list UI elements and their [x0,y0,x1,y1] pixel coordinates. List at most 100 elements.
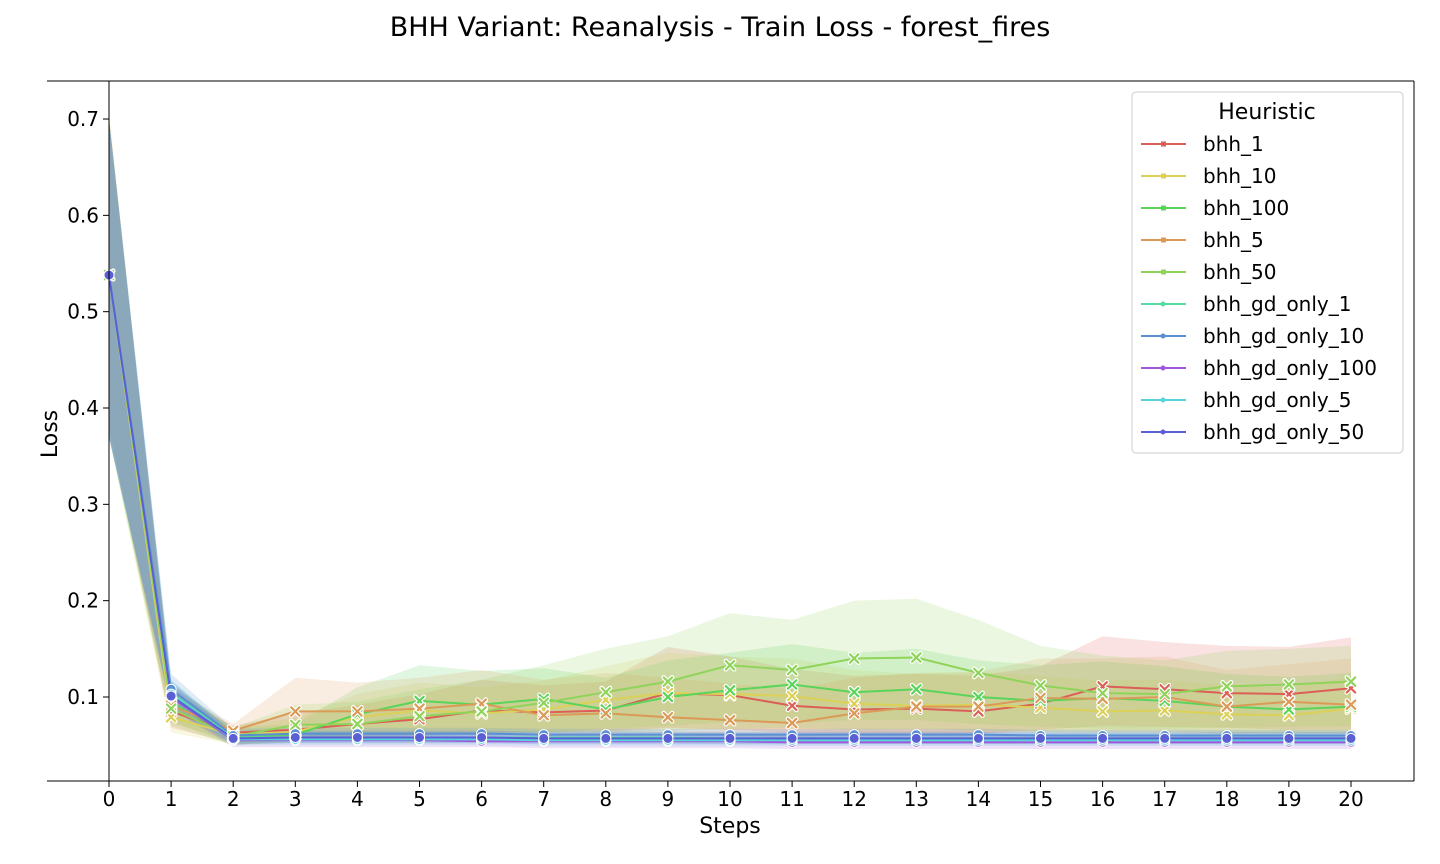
data-point-mark-bhh_5 [1283,696,1295,708]
data-point-mark-bhh_50 [476,706,487,717]
data-point-mark-bhh_5 [352,706,363,717]
legend-label: bhh_gd_only_10 [1203,324,1364,348]
data-point-bhh_gd_only_50 [786,732,798,744]
data-point-mark-bhh_50 [724,659,736,671]
y-tick-label: 0.3 [67,492,99,516]
data-point-bhh_gd_only_50 [1035,732,1046,744]
x-tick-label: 20 [1338,787,1363,811]
data-point-mark-bhh_50 [1159,688,1170,700]
confidence-band-bhh_50 [109,119,1351,746]
data-point-mark-bhh_50 [1345,676,1357,687]
data-point-mark-bhh_100 [973,691,984,703]
legend-label: bhh_10 [1203,164,1277,188]
data-point-mark-bhh_50 [414,710,425,722]
x-tick-label: 13 [904,787,929,811]
confidence-bands [109,109,1351,749]
data-point-bhh_gd_only_50 [289,731,301,743]
data-point-bhh_gd_only_50 [538,732,550,744]
x-tick-label: 10 [717,787,742,811]
confidence-band-bhh_100 [109,119,1351,746]
data-point-bhh_gd_only_50 [910,732,922,744]
data-point-mark-bhh_50 [662,676,674,687]
legend-swatch-marker [1161,269,1166,275]
data-point-mark-bhh_50 [911,652,922,663]
data-point-bhh_gd_only_50 [165,690,177,702]
data-point-mark-bhh_5 [290,706,301,717]
data-point-bhh_gd_only_50 [662,732,674,744]
legend: Heuristic bhh_1 bhh_10 bhh_100 bhh_5 bhh_50b… [1131,91,1404,454]
legend-box [1131,91,1404,454]
data-point-mark-bhh_50 [1097,687,1108,699]
data-point-mark-bhh_50 [1221,681,1233,692]
data-point-mark-bhh_10 [1097,706,1108,717]
data-point-mark-bhh_50 [1283,679,1295,690]
y-tick-label: 0.7 [67,107,99,131]
data-point-bhh_gd_only_50 [227,732,239,744]
legend-label: bhh_100 [1203,196,1289,220]
x-axis-label: Steps [699,814,761,839]
data-point-mark-bhh_10 [1159,705,1170,716]
legend-label: bhh_1 [1203,132,1264,156]
legend-swatch-marker [1161,173,1166,179]
data-point-mark-bhh_50 [352,718,363,730]
legend-swatch-marker [1160,365,1166,371]
data-point-mark-bhh_50 [290,719,301,731]
x-tick-label: 6 [475,787,488,811]
y-tick-label: 0.1 [67,685,99,709]
data-point-mark-bhh_100 [786,679,798,690]
data-point-mark-bhh_5 [662,711,674,723]
data-point-bhh_gd_only_50 [724,732,736,744]
x-tick-label: 12 [841,787,866,811]
legend-label: bhh_gd_only_1 [1203,292,1351,316]
legend-swatch-marker [1160,333,1166,339]
data-point-mark-bhh_5 [1035,692,1046,704]
data-point-mark-bhh_10 [786,690,798,702]
y-tick-label: 0.6 [67,203,99,227]
data-point-bhh_gd_only_50 [972,732,984,744]
x-tick-label: 0 [103,787,116,811]
x-tick-label: 8 [599,787,612,811]
x-tick-label: 15 [1028,787,1053,811]
legend-swatch-marker [1160,301,1166,307]
data-point-bhh_gd_only_50 [600,732,612,744]
data-point-mark-bhh_5 [724,714,736,726]
data-point-mark-bhh_5 [1345,699,1357,711]
data-point-mark-bhh_50 [1035,680,1046,691]
data-point-bhh_gd_only_50 [1159,732,1171,744]
data-point-mark-bhh_100 [848,686,860,698]
data-point-mark-bhh_5 [1221,701,1233,712]
data-point-mark-bhh_50 [973,667,984,679]
legend-label: bhh_50 [1203,260,1277,284]
legend-label: bhh_5 [1203,228,1264,252]
data-point-mark-bhh_5 [973,701,984,712]
x-tick-label: 17 [1152,787,1177,811]
data-point-mark-bhh_5 [538,710,549,721]
data-point-mark-bhh_5 [848,708,860,719]
legend-label: bhh_gd_only_5 [1203,388,1351,412]
confidence-band-bhh_5 [109,119,1351,742]
series-markers [102,268,1358,748]
data-point-mark-bhh_50 [848,653,860,664]
legend-swatch-marker [1161,141,1166,147]
x-tick-label: 5 [413,787,426,811]
legend-swatch-marker [1160,429,1166,435]
y-tick-label: 0.4 [67,396,99,420]
legend-label: bhh_gd_only_50 [1203,420,1364,444]
data-point-mark-bhh_50 [165,703,177,714]
x-tick-label: 2 [227,787,240,811]
x-tick-label: 18 [1214,787,1239,811]
x-ticks: 0 1 2 3 4 5 6 7 8 9 10 11 12 13 14 15 16 17 18 19 20 [103,781,1364,811]
data-point-bhh_gd_only_50 [1097,732,1109,744]
y-tick-label: 0.2 [67,589,99,613]
data-point-mark-bhh_100 [662,691,674,703]
chart-title: BHH Variant: Reanalysis - Train Loss - f… [389,12,1051,43]
data-point-mark-bhh_1 [786,700,798,711]
legend-swatch-marker [1160,397,1166,403]
legend-swatch-marker [1161,205,1166,211]
data-point-mark-bhh_50 [786,664,798,676]
data-point-bhh_gd_only_50 [351,731,363,743]
data-point-mark-bhh_5 [600,708,612,719]
y-axis-label: Loss [38,410,63,458]
data-point-bhh_gd_only_50 [414,731,425,743]
